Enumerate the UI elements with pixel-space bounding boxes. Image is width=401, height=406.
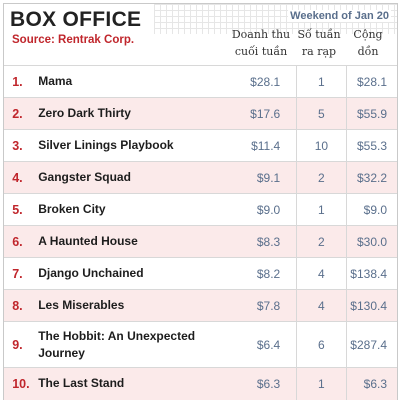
column-header-weekend-gross-line1: Doanh thu	[231, 28, 291, 41]
film-title-cell: Zero Dark Thirty	[34, 97, 236, 130]
column-header-weeks-line1: Số tuần	[297, 28, 341, 41]
header: BOX OFFICE Source: Rentrak Corp. Weekend…	[4, 4, 397, 68]
box-office-card: BOX OFFICE Source: Rentrak Corp. Weekend…	[3, 3, 398, 400]
weekend-gross-cell: $17.6	[235, 97, 297, 130]
weekend-gross-cell: $9.1	[235, 161, 297, 194]
film-title-cell: A Haunted House	[34, 225, 236, 258]
table-row: 1. Mama $28.1 1 $28.1	[4, 65, 397, 98]
table-row: 3. Silver Linings Playbook $11.4 10 $55.…	[4, 129, 397, 162]
film-title-cell: The Last Stand	[34, 367, 236, 400]
film-title-cell: Les Miserables	[34, 289, 236, 322]
table-row: 9. The Hobbit: An Unexpected Journey $6.…	[4, 321, 397, 368]
page-title: BOX OFFICE	[10, 8, 142, 31]
rank-cell: 9.	[12, 337, 23, 352]
weekend-gross-cell: $9.0	[235, 193, 297, 226]
table-row: 5. Broken City $9.0 1 $9.0	[4, 193, 397, 226]
weekend-gross-cell: $11.4	[235, 129, 297, 162]
weeks-cell: 5	[296, 97, 347, 130]
weekend-gross-cell: $7.8	[235, 289, 297, 322]
weekend-gross-cell: $6.3	[235, 367, 297, 400]
table-row: 10. The Last Stand $6.3 1 $6.3	[4, 367, 397, 400]
rank-cell: 5.	[12, 202, 23, 217]
total-gross-cell: $287.4	[345, 321, 397, 368]
rank-cell: 4.	[12, 170, 23, 185]
rank-cell: 3.	[12, 138, 23, 153]
total-gross-cell: $28.1	[345, 65, 397, 98]
film-title-cell: Mama	[34, 65, 236, 98]
table-row: 4. Gangster Squad $9.1 2 $32.2	[4, 161, 397, 194]
column-header-weeks-line2: ra rạp	[301, 45, 337, 58]
weeks-cell: 2	[296, 225, 347, 258]
weeks-cell: 1	[296, 193, 347, 226]
weekend-label: Weekend of Jan 20	[288, 10, 391, 22]
weekend-gross-cell: $6.4	[235, 321, 297, 368]
weekend-gross-cell: $8.2	[235, 257, 297, 290]
total-gross-cell: $130.4	[345, 289, 397, 322]
total-gross-cell: $55.3	[345, 129, 397, 162]
weeks-cell: 1	[296, 367, 347, 400]
film-title-cell: Gangster Squad	[34, 161, 236, 194]
table-row: 6. A Haunted House $8.3 2 $30.0	[4, 225, 397, 258]
weeks-cell: 4	[296, 289, 347, 322]
total-gross-cell: $32.2	[345, 161, 397, 194]
weekend-gross-cell: $8.3	[235, 225, 297, 258]
column-header-total: Cộng dồn	[341, 26, 395, 60]
column-header-weekend-gross-line2: cuối tuần	[234, 45, 288, 58]
rank-cell: 1.	[12, 74, 23, 89]
rank-cell: 7.	[12, 266, 23, 281]
total-gross-cell: $9.0	[345, 193, 397, 226]
film-title-cell: The Hobbit: An Unexpected Journey	[34, 321, 236, 368]
weeks-cell: 1	[296, 65, 347, 98]
weeks-cell: 4	[296, 257, 347, 290]
weeks-cell: 2	[296, 161, 347, 194]
column-header-weeks: Số tuần ra rạp	[297, 26, 341, 60]
column-header-total-line2: dồn	[357, 45, 379, 58]
column-header-weekend-gross: Doanh thu cuối tuần	[229, 26, 293, 60]
weekend-gross-cell: $28.1	[235, 65, 297, 98]
table-row: 7. Django Unchained $8.2 4 $138.4	[4, 257, 397, 290]
box-office-table: 1. Mama $28.1 1 $28.1 2. Zero Dark Thirt…	[4, 65, 397, 400]
total-gross-cell: $30.0	[345, 225, 397, 258]
total-gross-cell: $55.9	[345, 97, 397, 130]
table-row: 8. Les Miserables $7.8 4 $130.4	[4, 289, 397, 322]
rank-cell: 2.	[12, 106, 23, 121]
column-header-total-line1: Cộng	[353, 28, 383, 41]
weeks-cell: 10	[296, 129, 347, 162]
rank-cell: 8.	[12, 298, 23, 313]
weeks-cell: 6	[296, 321, 347, 368]
source-label: Source: Rentrak Corp.	[12, 34, 135, 46]
table-row: 2. Zero Dark Thirty $17.6 5 $55.9	[4, 97, 397, 130]
rank-cell: 10.	[12, 376, 30, 391]
total-gross-cell: $138.4	[345, 257, 397, 290]
film-title-cell: Silver Linings Playbook	[34, 129, 236, 162]
rank-cell: 6.	[12, 234, 23, 249]
film-title-cell: Broken City	[34, 193, 236, 226]
film-title-cell: Django Unchained	[34, 257, 236, 290]
total-gross-cell: $6.3	[345, 367, 397, 400]
